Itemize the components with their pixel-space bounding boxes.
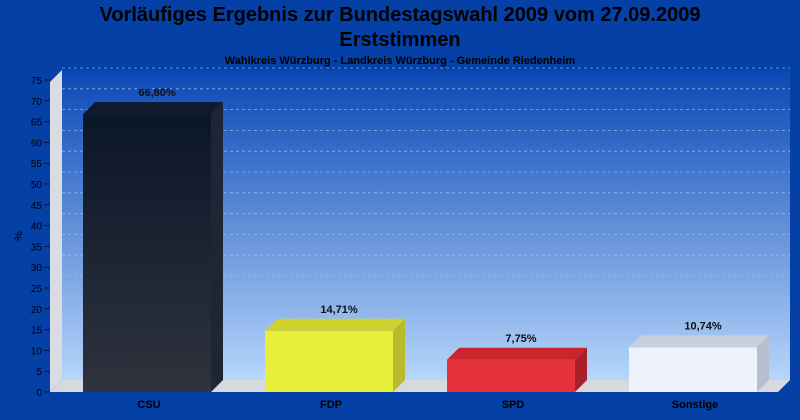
bar-side-sonstige xyxy=(757,335,769,392)
y-tick-label: 70 xyxy=(31,97,43,108)
bar-top-sonstige xyxy=(629,335,769,348)
y-tick-label: 25 xyxy=(31,284,43,295)
bar-top-csu xyxy=(83,102,223,115)
y-tick-label: 50 xyxy=(31,180,43,191)
data-label: 66,80% xyxy=(138,87,176,99)
chart-subtitle: Wahlkreis Würzburg - Landkreis Würzburg … xyxy=(224,55,576,67)
y-tick-label: 30 xyxy=(31,263,43,274)
bar-spd xyxy=(447,359,575,392)
data-label: 7,75% xyxy=(505,333,536,345)
bar-sonstige xyxy=(629,347,757,392)
y-tick-label: 35 xyxy=(31,242,43,253)
y-tick-label: 55 xyxy=(31,159,43,170)
data-label: 14,71% xyxy=(320,304,358,316)
bar-fdp xyxy=(265,330,393,392)
y-axis-label: % xyxy=(13,231,25,241)
bar-csu xyxy=(83,114,211,392)
bar-top-fdp xyxy=(265,318,405,331)
x-tick-label: CSU xyxy=(137,399,160,411)
data-label: 10,74% xyxy=(684,320,722,332)
bar-side-spd xyxy=(575,347,587,392)
y-tick-label: 15 xyxy=(31,326,43,337)
x-tick-label: Sonstige xyxy=(672,399,718,411)
x-tick-label: SPD xyxy=(502,399,525,411)
y-tick-label: 45 xyxy=(31,201,43,212)
x-tick-label: FDP xyxy=(320,399,342,411)
y-tick-label: 75 xyxy=(31,76,43,87)
bar-side-csu xyxy=(211,102,223,392)
plot-floor xyxy=(50,380,790,392)
y-tick-label: 20 xyxy=(31,305,43,316)
y-tick-label: 60 xyxy=(31,138,43,149)
y-tick-label: 10 xyxy=(31,346,43,357)
chart-title: Vorläufiges Ergebnis zur Bundestagswahl … xyxy=(99,4,701,26)
y-tick-label: 5 xyxy=(36,367,42,378)
y-tick-label: 65 xyxy=(31,118,43,129)
plot-left-wall xyxy=(50,70,62,392)
bar-side-fdp xyxy=(393,318,405,392)
y-tick-label: 40 xyxy=(31,222,43,233)
bar-top-spd xyxy=(447,347,587,360)
chart-title-line2: Erststimmen xyxy=(339,29,461,51)
y-tick-label: 0 xyxy=(36,388,42,399)
